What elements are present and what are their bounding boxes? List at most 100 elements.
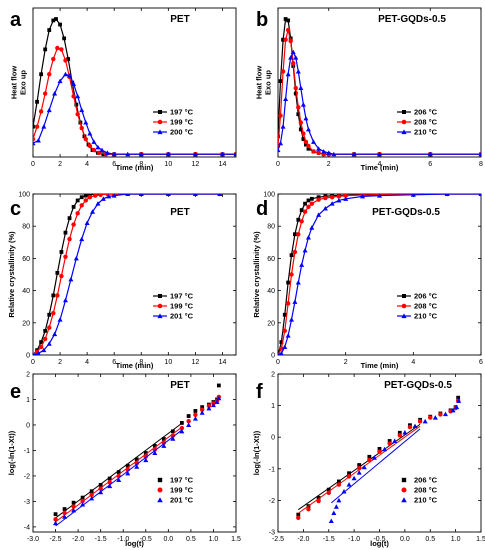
data-point [367, 457, 372, 463]
data-point [278, 352, 280, 355]
data-point [199, 407, 205, 412]
x-tick-label: 4 [411, 359, 415, 366]
data-point [125, 470, 131, 476]
data-point [116, 470, 121, 475]
data-point [63, 254, 68, 259]
data-point [125, 151, 131, 157]
plot-area [296, 395, 462, 523]
data-point [111, 151, 117, 157]
data-point [107, 483, 113, 489]
data-point [89, 495, 95, 501]
data-point [80, 495, 85, 500]
legend-marker [401, 313, 407, 319]
data-point [41, 347, 47, 353]
data-point [397, 433, 402, 438]
data-point [289, 272, 294, 277]
data-point [33, 140, 36, 146]
data-point [71, 94, 76, 99]
panel-a: 0 2 4 6 8 10 12 14 Time (min) Heat flow Exo up a PET… [10, 7, 237, 172]
x-tick-label: 2 [344, 359, 348, 366]
x-tick-label: -0.5 [373, 536, 385, 543]
data-point [170, 433, 176, 438]
data-point [233, 151, 236, 157]
legend-marker [157, 497, 163, 503]
data-point [336, 194, 342, 199]
data-point [333, 504, 339, 509]
panel-letter: e [10, 381, 21, 403]
legend-marker [157, 477, 163, 483]
legend-label: 208 °C [414, 486, 438, 495]
data-point [34, 124, 40, 129]
data-point [89, 489, 94, 494]
data-point [98, 486, 103, 491]
series-0 [53, 383, 221, 519]
data-point [283, 37, 288, 42]
data-point [134, 457, 139, 462]
data-point [279, 350, 284, 355]
data-point [47, 312, 52, 317]
data-point [62, 36, 67, 41]
series-2 [278, 194, 481, 355]
data-point [52, 331, 58, 337]
x-tick-label: 6 [479, 359, 483, 366]
x-tick-label: 2 [58, 359, 62, 366]
data-point [293, 232, 297, 237]
data-point [152, 447, 157, 452]
data-point [75, 198, 80, 203]
y-tick-label: 0 [271, 353, 275, 360]
data-point [87, 131, 93, 136]
data-point [83, 194, 88, 198]
legend-marker [401, 497, 407, 503]
series-0 [278, 17, 481, 157]
data-point [143, 454, 148, 459]
data-point [282, 312, 287, 317]
data-point [219, 151, 225, 157]
data-point [79, 125, 84, 131]
data-point [83, 120, 89, 125]
data-point [438, 412, 443, 417]
data-point [296, 232, 301, 237]
data-point [192, 416, 198, 421]
y-tick-label: -2 [269, 498, 275, 505]
x-tick-label: -2.5 [272, 536, 284, 543]
panel-title: PET-GQDs-0.5 [384, 380, 452, 391]
y-tick-label: 40 [267, 288, 275, 295]
series-line [33, 194, 220, 355]
legend-label: 197 °C [170, 108, 194, 117]
data-point [63, 58, 68, 63]
data-point [316, 197, 321, 202]
data-point [302, 209, 308, 214]
data-point [42, 336, 48, 342]
plot-frame [32, 7, 237, 158]
data-point [93, 194, 98, 198]
data-point [346, 474, 352, 479]
data-point [71, 500, 76, 505]
data-point [281, 37, 285, 42]
y-tick-label: -4 [24, 524, 30, 531]
plot-frame [277, 7, 482, 158]
x-tick-label: 1.0 [451, 536, 461, 543]
y-tick-label: -2 [24, 473, 30, 480]
y-tick-label: 1 [271, 403, 275, 410]
data-point [343, 194, 348, 198]
data-point [331, 510, 337, 516]
data-point [73, 255, 79, 261]
data-point [311, 149, 316, 154]
legend-label: 200 °C [170, 128, 194, 137]
x-tick-label: 6 [112, 161, 116, 168]
data-point [377, 449, 382, 454]
data-point [57, 317, 63, 322]
legend-label: 206 °C [414, 292, 438, 301]
data-point [46, 107, 52, 113]
data-point [57, 78, 63, 84]
data-point [51, 18, 56, 23]
legend-label: 201 °C [170, 496, 194, 505]
data-point [210, 402, 216, 408]
data-point [427, 151, 433, 157]
legend-label: 197 °C [170, 292, 194, 301]
data-point [100, 196, 106, 201]
data-point [306, 507, 311, 512]
data-point [90, 209, 96, 214]
